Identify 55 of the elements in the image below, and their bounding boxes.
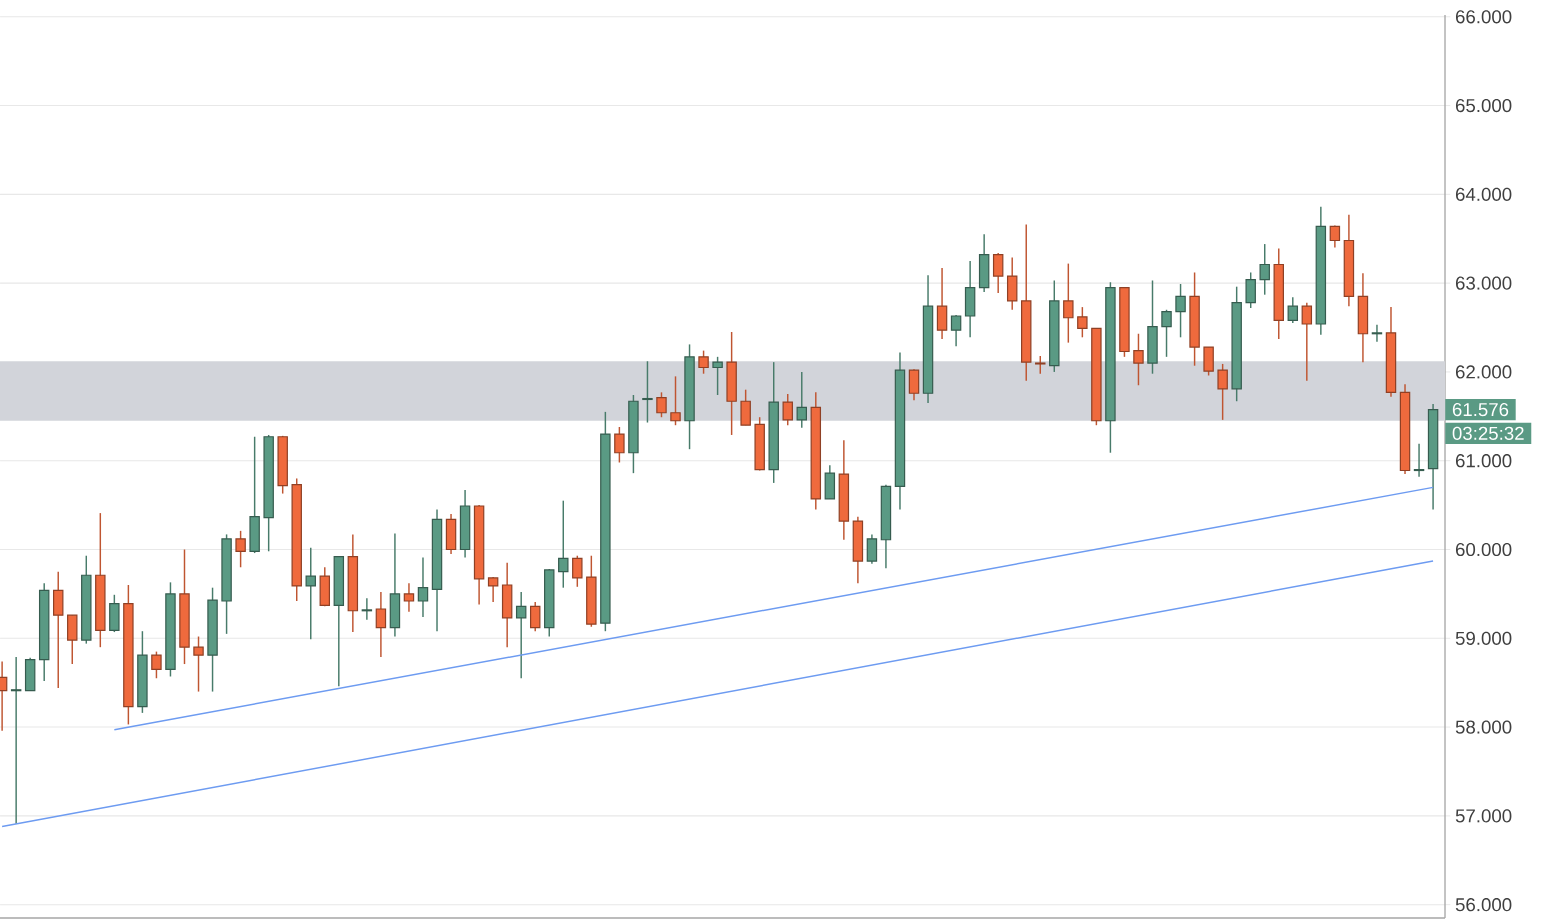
candlestick xyxy=(866,533,878,565)
y-tick-label: 61.000 xyxy=(1455,454,1512,468)
candlestick xyxy=(712,356,723,396)
candlestick xyxy=(487,576,499,603)
candlestick xyxy=(908,368,920,402)
y-tick-label: 60.000 xyxy=(1455,542,1512,557)
candlestick xyxy=(1077,306,1088,339)
candlestick xyxy=(1329,224,1341,249)
candlestick xyxy=(1175,283,1186,339)
candlestick xyxy=(572,554,583,588)
y-tick-label: 65.000 xyxy=(1455,98,1512,113)
candlestick xyxy=(1287,296,1299,324)
y-tick-label: 66.000 xyxy=(1455,10,1512,24)
candlestick xyxy=(1133,333,1144,386)
candlestick xyxy=(740,388,751,426)
candlestick xyxy=(529,601,541,632)
candlestick xyxy=(936,267,948,340)
y-tick-label: 58.000 xyxy=(1455,720,1512,734)
y-tick-label: 57.000 xyxy=(1455,809,1512,823)
candlestick xyxy=(403,582,415,613)
y-tick-label: 59.000 xyxy=(1455,631,1512,645)
text: 61.576 xyxy=(1452,402,1509,417)
candlestick xyxy=(670,375,681,426)
text: 03:25:32 xyxy=(1452,426,1524,440)
candlestick xyxy=(698,349,709,375)
candlestick xyxy=(1245,271,1256,309)
candlestick xyxy=(992,252,1004,294)
candlestick xyxy=(305,546,316,640)
y-tick-label: 63.000 xyxy=(1455,276,1512,290)
y-tick-label: 56.000 xyxy=(1455,898,1512,912)
candlestick xyxy=(375,591,387,658)
candlestick xyxy=(361,597,373,621)
candlestick xyxy=(558,499,569,589)
candlestick xyxy=(1063,262,1074,344)
candlestick xyxy=(614,426,625,464)
candlestick xyxy=(796,371,807,429)
candlestick xyxy=(656,391,667,418)
candlestick xyxy=(642,360,653,424)
candlestick xyxy=(515,591,527,679)
candlestick xyxy=(417,556,429,618)
candlestick xyxy=(782,393,793,426)
candlestick xyxy=(151,650,162,679)
y-tick-label: 62.000 xyxy=(1455,365,1512,379)
candlestick xyxy=(193,635,204,693)
y-tick-label: 64.000 xyxy=(1455,187,1512,201)
candlestick xyxy=(950,314,962,347)
candlestick xyxy=(1413,443,1425,478)
candlestick xyxy=(1301,301,1313,382)
candlestick xyxy=(10,656,22,825)
candlestick xyxy=(1371,324,1383,343)
candlestick xyxy=(1203,346,1214,377)
candlestick xyxy=(235,530,246,569)
candlestick xyxy=(1259,243,1270,296)
candlestick xyxy=(1161,309,1172,358)
candlestick xyxy=(1217,363,1228,421)
